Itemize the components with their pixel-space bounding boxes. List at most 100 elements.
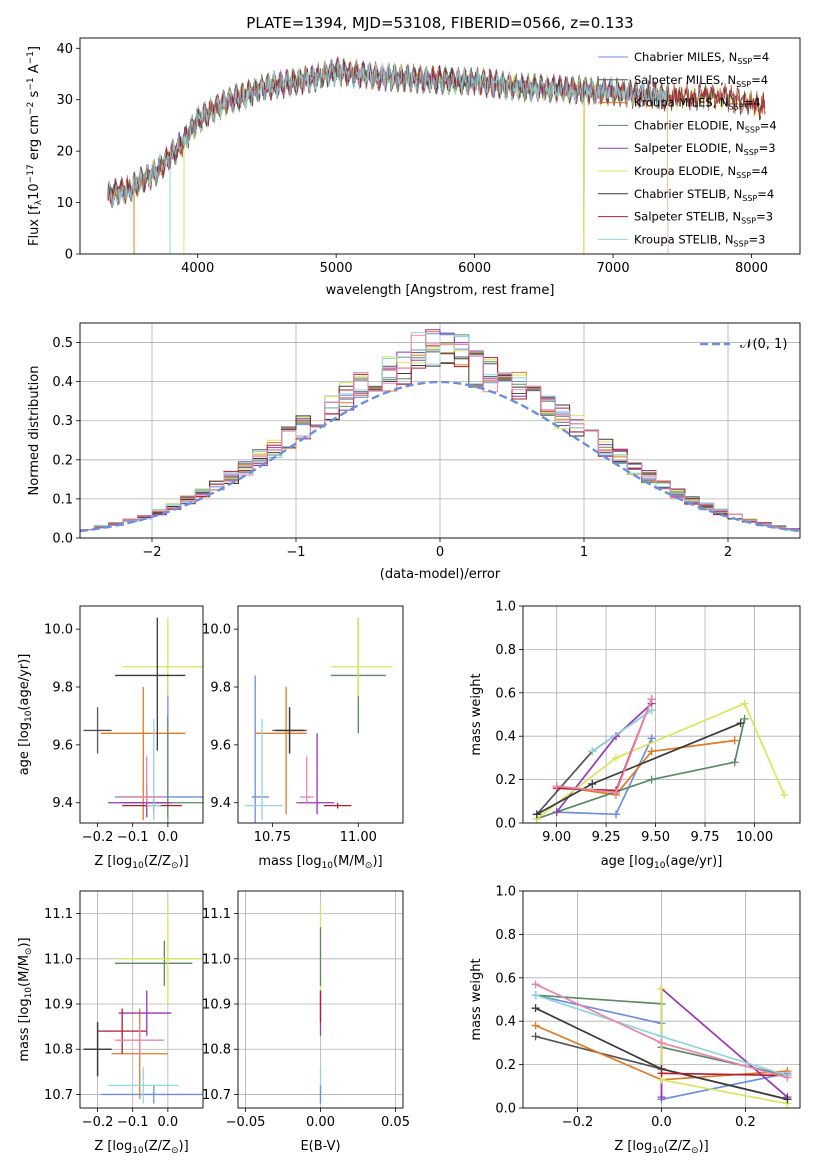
mass-vs-ebv-panel: −0.05 0.00 0.05 10.7 10.8 10.9 11.0 11.1 E(B-V) bbox=[202, 890, 410, 1154]
spectrum-ytick-label: 30 bbox=[56, 93, 73, 108]
spectrum-frame bbox=[79, 37, 801, 255]
mass-vs-Z-xtick-label: −0.2 bbox=[82, 1115, 114, 1130]
mass-vs-Z-point-4 bbox=[118, 990, 172, 1036]
residuals-panel: −2 −1 0 1 2 0.0 0.1 0.2 0.3 0.4 0.5 𝒩(0, 1) (data-mo… bbox=[27, 322, 801, 582]
massweight-vs-age-marker-0-1 bbox=[611, 810, 620, 819]
age-vs-mass-ytick-label: 9.6 bbox=[210, 738, 231, 753]
massweight-vs-Z-xtick-label: 0.0 bbox=[651, 1115, 672, 1130]
massweight-vs-age-ytick-label: 0.6 bbox=[495, 686, 516, 701]
massweight-vs-age-xlabel: age [log10(age/yr)] bbox=[601, 854, 723, 871]
spectrum-xtick-label: 5000 bbox=[320, 261, 353, 276]
residuals-ytick-label: 0.4 bbox=[52, 375, 73, 390]
massweight-vs-age-panel: 9.00 9.25 9.50 9.75 10.00 0.0 0.2 0.4 0.6 0.8 1.0 a… bbox=[469, 600, 801, 871]
mass-vs-Z-panel: −0.2 −0.1 0.0 10.7 10.8 10.9 11.0 11.1 Z [log10(… bbox=[17, 890, 204, 1156]
mass-vs-ebv-ytick-label: 10.9 bbox=[202, 998, 231, 1013]
residuals-hist-4 bbox=[80, 329, 800, 531]
spectrum-legend-label-7: Salpeter STELIB, NSSP=3 bbox=[634, 210, 773, 226]
age-vs-mass-point-4 bbox=[296, 733, 335, 815]
massweight-vs-age-marker-8-1 bbox=[647, 706, 656, 715]
massweight-vs-age-series-8 bbox=[591, 709, 653, 753]
residuals-ytick-label: 0.3 bbox=[52, 414, 73, 429]
spectrum-legend-label-6: Chabrier STELIB, NSSP=4 bbox=[634, 187, 774, 203]
massweight-vs-Z-marker-9-0 bbox=[531, 980, 540, 989]
massweight-vs-age-marker-9-0 bbox=[552, 782, 561, 791]
age-vs-Z-point-4 bbox=[108, 785, 172, 818]
massweight-vs-Z-frame bbox=[522, 890, 801, 1109]
residuals-ytick-label: 0.1 bbox=[52, 492, 73, 507]
massweight-vs-age-ytick-label: 0.2 bbox=[495, 773, 516, 788]
age-vs-mass-xlabel: mass [log10(M/M⊙)] bbox=[258, 854, 382, 871]
massweight-vs-Z-ytick-label: 0.0 bbox=[495, 1102, 516, 1117]
residuals-hist-8 bbox=[80, 332, 800, 531]
mass-vs-Z-ytick-label: 10.9 bbox=[44, 998, 73, 1013]
mass-vs-Z-point-9 bbox=[115, 1022, 165, 1059]
massweight-vs-Z-marker-2-0 bbox=[531, 1021, 540, 1030]
mass-vs-Z-point-0 bbox=[101, 1085, 203, 1104]
figure-title: PLATE=1394, MJD=53108, FIBERID=0566, z=0… bbox=[246, 14, 633, 32]
spectrum-legend-label-8: Kroupa STELIB, NSSP=3 bbox=[634, 232, 766, 248]
clip-massweight-vs-age-plot-area bbox=[532, 695, 789, 823]
massweight-vs-age-xtick-label: 9.50 bbox=[641, 830, 670, 845]
massweight-vs-Z-ytick-label: 0.2 bbox=[495, 1058, 516, 1073]
age-vs-Z-point-6 bbox=[115, 617, 186, 751]
massweight-vs-Z-marker-6-2 bbox=[783, 1095, 792, 1104]
age-vs-Z-point-3 bbox=[122, 715, 203, 818]
age-vs-mass-xtick-label: 10.75 bbox=[254, 830, 291, 845]
residuals-xtick-label: −2 bbox=[142, 545, 161, 560]
massweight-vs-age-xtick-label: 10.00 bbox=[736, 830, 773, 845]
mass-vs-Z-xtick-label: −0.1 bbox=[117, 1115, 149, 1130]
massweight-vs-age-marker-5-2 bbox=[740, 699, 749, 708]
massweight-vs-age-marker-2-2 bbox=[647, 747, 656, 756]
massweight-vs-Z-xtick-label: 0.2 bbox=[735, 1115, 756, 1130]
mass-vs-ebv-ytick-label: 11.0 bbox=[202, 952, 231, 967]
mass-vs-ebv-ytick-label: 11.1 bbox=[202, 907, 231, 922]
massweight-vs-age-xtick-label: 9.25 bbox=[592, 830, 621, 845]
residuals-ylabel: Normed distribution bbox=[27, 366, 42, 496]
spectrum-legend: Chabrier MILES, NSSP=4 Salpeter MILES, NS… bbox=[598, 50, 777, 248]
spectrum-ytick-label: 10 bbox=[56, 196, 73, 211]
spectrum-ytick-label: 20 bbox=[56, 145, 73, 160]
residuals-xtick-label: −1 bbox=[286, 545, 305, 560]
age-vs-Z-xtick-label: −0.2 bbox=[82, 830, 114, 845]
mass-vs-Z-xlabel: Z [log10(Z/Z⊙)] bbox=[94, 1139, 188, 1156]
spectrum-xtick-label: 4000 bbox=[181, 261, 214, 276]
clip-age-vs-Z-plot-area bbox=[83, 617, 203, 823]
mass-vs-ebv-frame bbox=[237, 890, 404, 1109]
age-vs-mass-ytick-label: 9.8 bbox=[210, 681, 231, 696]
age-vs-mass-point-6 bbox=[275, 707, 304, 754]
massweight-vs-age-xtick-label: 9.00 bbox=[542, 830, 571, 845]
massweight-vs-Z-marker-5-0 bbox=[657, 984, 666, 993]
mass-vs-Z-ytick-label: 10.7 bbox=[44, 1088, 73, 1103]
spectrum-panel: 4000 5000 6000 7000 8000 0 10 20 30 40 wavelength … bbox=[26, 37, 801, 298]
age-vs-mass-panel: 10.75 11.00 9.4 9.6 9.8 10.0 mass [log10(M/M⊙)… bbox=[202, 605, 404, 871]
massweight-vs-Z-xlabel: Z [log10(Z/Z⊙)] bbox=[614, 1139, 708, 1156]
spectrum-ylabel: Flux [fλ10−17 erg cm−2 s−1 A−1] bbox=[26, 46, 44, 246]
massweight-vs-age-marker-4-0 bbox=[552, 808, 561, 817]
massweight-vs-Z-series-7 bbox=[661, 1072, 788, 1077]
clip-mass-vs-Z-plot-area bbox=[83, 904, 203, 1104]
massweight-vs-Z-marker-9-1 bbox=[657, 1038, 666, 1047]
age-vs-Z-point-1 bbox=[83, 707, 112, 754]
spectrum-xtick-label: 8000 bbox=[735, 261, 768, 276]
age-vs-Z-ytick-label: 9.4 bbox=[52, 796, 73, 811]
residuals-legend-label: 𝒩(0, 1) bbox=[740, 337, 787, 352]
residuals-frame bbox=[79, 322, 801, 539]
massweight-vs-Z-panel: −0.2 0.0 0.2 0.0 0.2 0.4 0.6 0.8 1.0 Z [log10(Z/Z… bbox=[469, 885, 801, 1156]
age-vs-mass-ytick-label: 10.0 bbox=[202, 623, 231, 638]
residuals-ytick-label: 0.0 bbox=[52, 532, 73, 547]
massweight-vs-age-ytick-label: 0.4 bbox=[495, 730, 516, 745]
spectrum-ytick-label: 40 bbox=[56, 42, 73, 57]
massweight-vs-age-ytick-label: 1.0 bbox=[495, 600, 516, 615]
massweight-vs-age-ytick-label: 0.0 bbox=[495, 817, 516, 832]
clip-residuals-plot-area bbox=[80, 329, 800, 533]
massweight-vs-age-marker-9-2 bbox=[647, 695, 656, 704]
mass-vs-ebv-xtick-label: 0.05 bbox=[381, 1115, 410, 1130]
age-vs-mass-ytick-label: 9.4 bbox=[210, 796, 231, 811]
age-vs-Z-xtick-label: −0.1 bbox=[117, 830, 149, 845]
spectrum-legend-label-5: Kroupa ELODIE, NSSP=4 bbox=[634, 164, 768, 180]
residuals-ytick-label: 0.2 bbox=[52, 453, 73, 468]
mass-vs-Z-ytick-label: 11.1 bbox=[44, 907, 73, 922]
age-vs-Z-ytick-label: 9.8 bbox=[52, 681, 73, 696]
age-vs-Z-panel: −0.2 −0.1 0.0 9.4 9.6 9.8 10.0 Z [log10(Z/Z⊙)] a… bbox=[17, 605, 204, 871]
